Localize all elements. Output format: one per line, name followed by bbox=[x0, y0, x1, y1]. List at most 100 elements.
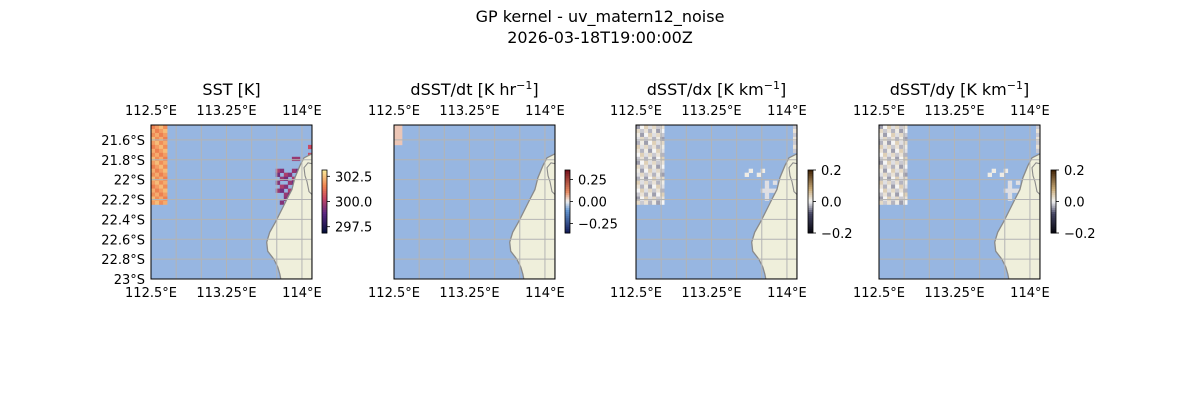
data-cell bbox=[648, 168, 653, 173]
data-cell bbox=[652, 152, 657, 158]
data-cell bbox=[1011, 188, 1017, 193]
data-cell bbox=[636, 136, 641, 142]
data-cell bbox=[636, 172, 641, 177]
data-cell bbox=[891, 188, 896, 193]
colorbar-segment bbox=[1051, 191, 1056, 194]
data-cell bbox=[1035, 140, 1040, 146]
data-cell bbox=[648, 164, 653, 170]
data-cell bbox=[159, 125, 164, 130]
data-cell bbox=[291, 168, 297, 173]
x-tick-label-top: 113.25°E bbox=[681, 104, 741, 119]
data-cell bbox=[151, 160, 156, 166]
colorbar-segment bbox=[565, 180, 570, 184]
data-cell bbox=[644, 196, 649, 201]
data-cell bbox=[283, 184, 289, 189]
data-cell bbox=[891, 192, 896, 197]
data-cell bbox=[887, 196, 892, 201]
data-cell bbox=[991, 168, 997, 173]
colorbar-segment bbox=[1051, 184, 1056, 188]
data-cell bbox=[648, 172, 653, 177]
colorbar-segment bbox=[565, 184, 570, 188]
data-cell bbox=[887, 144, 892, 150]
data-cell bbox=[151, 132, 156, 138]
colorbar-segment bbox=[565, 201, 570, 205]
data-cell bbox=[891, 180, 896, 185]
data-cell bbox=[656, 200, 661, 205]
data-cell bbox=[1035, 128, 1040, 134]
data-cell bbox=[652, 192, 657, 197]
data-cell bbox=[895, 184, 900, 189]
data-cell bbox=[899, 188, 904, 193]
data-cell bbox=[636, 125, 641, 130]
data-cell bbox=[887, 132, 892, 138]
data-cell bbox=[644, 180, 649, 185]
data-cell bbox=[887, 128, 892, 134]
colorbar-segment bbox=[565, 224, 570, 228]
colorbar-segment bbox=[565, 182, 570, 186]
data-cell bbox=[652, 164, 657, 170]
data-cell bbox=[660, 152, 665, 158]
colorbar-segment bbox=[565, 195, 570, 198]
data-cell bbox=[899, 156, 904, 162]
data-cell bbox=[764, 180, 770, 185]
data-cell bbox=[883, 188, 888, 193]
colorbar-segment bbox=[322, 209, 327, 213]
colorbar-segment bbox=[322, 184, 327, 188]
data-cell bbox=[903, 200, 908, 205]
colorbar-segment bbox=[1051, 226, 1056, 230]
data-cell bbox=[879, 148, 884, 154]
colorbar-segment bbox=[565, 170, 570, 173]
data-cell bbox=[648, 125, 653, 130]
data-cell bbox=[879, 200, 884, 205]
data-cell bbox=[151, 176, 156, 181]
data-cell bbox=[151, 200, 156, 205]
land-mass bbox=[994, 153, 1040, 279]
data-cell bbox=[899, 148, 904, 154]
data-cell bbox=[883, 172, 888, 177]
colorbar-segment bbox=[1051, 214, 1056, 217]
data-cell bbox=[636, 140, 641, 146]
island bbox=[546, 162, 555, 196]
colorbar-segment bbox=[1051, 174, 1056, 177]
data-cell bbox=[1003, 188, 1009, 193]
data-cell bbox=[648, 152, 653, 158]
data-cell bbox=[899, 140, 904, 146]
colorbar-segment bbox=[322, 193, 327, 196]
data-cell bbox=[660, 132, 665, 138]
data-cell bbox=[883, 136, 888, 142]
data-cell bbox=[903, 180, 908, 185]
data-cell bbox=[903, 188, 908, 193]
data-cell bbox=[883, 176, 888, 181]
data-cell bbox=[163, 132, 168, 138]
colorbar-segment bbox=[808, 174, 813, 177]
data-cell bbox=[394, 128, 399, 134]
data-cell bbox=[636, 164, 641, 170]
data-cell bbox=[883, 144, 888, 150]
data-cell bbox=[640, 164, 645, 170]
data-cell bbox=[660, 184, 665, 189]
data-cell bbox=[279, 176, 285, 181]
data-cell bbox=[636, 156, 641, 162]
colorbar-segment bbox=[1051, 203, 1056, 207]
colorbar-segment bbox=[1051, 222, 1056, 226]
data-cell bbox=[159, 160, 164, 166]
data-cell bbox=[760, 168, 766, 173]
x-tick-label-bottom: 114°E bbox=[282, 286, 322, 301]
data-cell bbox=[275, 188, 281, 193]
data-cell bbox=[652, 168, 657, 173]
data-cell bbox=[883, 192, 888, 197]
data-cell bbox=[155, 188, 160, 193]
data-cell bbox=[891, 164, 896, 170]
data-cell bbox=[287, 180, 293, 185]
data-cell bbox=[644, 160, 649, 166]
colorbar-segment bbox=[808, 178, 813, 181]
data-cell bbox=[283, 176, 289, 181]
data-cell bbox=[398, 132, 403, 138]
colorbar-segment bbox=[565, 178, 570, 181]
data-cell bbox=[883, 164, 888, 170]
data-cell bbox=[660, 144, 665, 150]
colorbar-segment bbox=[808, 212, 813, 215]
data-cell bbox=[652, 188, 657, 193]
data-cell bbox=[652, 125, 657, 130]
